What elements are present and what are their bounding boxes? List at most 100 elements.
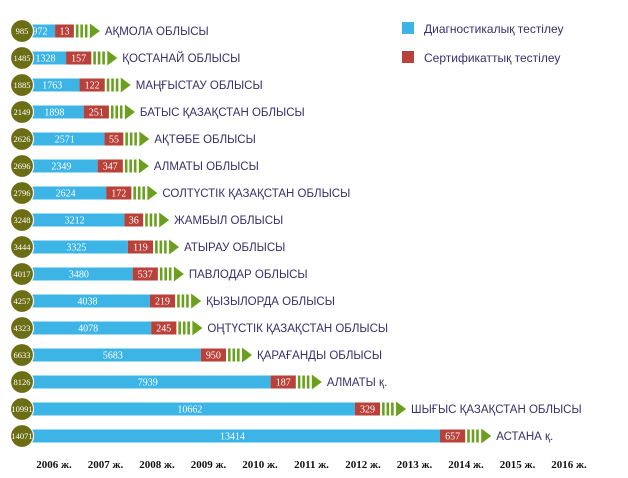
label-certification: 657 [445, 432, 460, 443]
total-badge [9, 315, 35, 341]
label-diagnostic: 972 [33, 27, 48, 38]
bar-diagnostic [25, 213, 125, 227]
bar-diagnostic [25, 51, 67, 65]
total-label: 985 [16, 26, 29, 36]
total-label: 2626 [14, 134, 31, 144]
total-label: 2149 [14, 107, 31, 117]
label-diagnostic: 2349 [51, 162, 71, 173]
total-badge [9, 207, 35, 233]
bar-row: 2571 55 АҚТӨБЕ ОБЛЫСЫ 2626 [9, 126, 256, 152]
bar-certification [83, 105, 109, 119]
label-diagnostic: 4078 [78, 324, 98, 335]
bar-row: 1898 251 БАТЫС ҚАЗАҚСТАН ОБЛЫСЫ 2149 [9, 99, 305, 125]
total-badge [9, 18, 35, 44]
bar-certification [79, 78, 105, 92]
bar-diagnostic [25, 267, 133, 281]
arrow-icon [125, 131, 150, 147]
x-tick-label: 2009 ж. [191, 459, 227, 471]
total-badge [9, 153, 35, 179]
bar-row: 1328 157 ҚОСТАНАЙ ОБЛЫСЫ 1485 [9, 45, 240, 71]
x-tick-label: 2007 ж. [88, 459, 124, 471]
region-label: АТЫРАУ ОБЛЫСЫ [184, 242, 285, 254]
arrow-icon [75, 23, 100, 39]
label-diagnostic: 3212 [65, 216, 85, 227]
bar-row: 10662 329 ШЫҒЫС ҚАЗАҚСТАН ОБЛЫСЫ 10991 [9, 396, 582, 422]
bar-certification [106, 186, 132, 200]
total-label: 14071 [11, 431, 32, 441]
label-diagnostic: 13414 [220, 432, 245, 443]
label-certification: 55 [109, 135, 119, 146]
bar-diagnostic [25, 78, 80, 92]
bar-diagnostic [25, 429, 440, 443]
total-badge [9, 72, 35, 98]
bar-row: 13414 657 АСТАНА қ. 14071 [9, 423, 553, 449]
label-certification: 119 [133, 243, 148, 254]
label-certification: 537 [138, 270, 153, 281]
region-label: ШЫҒЫС ҚАЗАҚСТАН ОБЛЫСЫ [411, 404, 582, 416]
arrow-icon [106, 77, 131, 93]
bar-diagnostic [25, 402, 355, 416]
label-diagnostic: 5683 [103, 351, 123, 362]
label-certification: 172 [111, 189, 126, 200]
bar-diagnostic [25, 348, 201, 362]
bar-row: 3212 36 ЖАМБЫЛ ОБЛЫСЫ 3248 [9, 207, 283, 233]
label-certification: 122 [85, 81, 100, 92]
legend-label-certification: Сертификаттық тестілеу [424, 51, 560, 65]
label-diagnostic: 4038 [77, 297, 97, 308]
arrow-icon [133, 185, 158, 201]
arrow-icon [159, 266, 184, 282]
total-badge [9, 99, 35, 125]
x-axis-ticks: 2006 ж. 2007 ж. 2008 ж. 2009 ж. 2010 ж. 2011 … [36, 459, 587, 471]
label-certification: 157 [71, 54, 86, 65]
bar-row: 3325 119 АТЫРАУ ОБЛЫСЫ 3444 [9, 234, 285, 260]
total-label: 3444 [14, 242, 32, 252]
total-label: 2796 [14, 188, 31, 198]
bar-row: 4078 245 ОҢТҮСТІК ҚАЗАҚСТАН ОБЛЫСЫ 4323 [9, 315, 388, 341]
x-tick-label: 2008 ж. [139, 459, 175, 471]
bar-certification [127, 240, 154, 254]
region-label: СОЛТҮСТІК ҚАЗАҚСТАН ОБЛЫСЫ [162, 188, 350, 200]
bar-diagnostic [25, 159, 98, 173]
label-diagnostic: 1328 [36, 54, 56, 65]
region-label: МАҢҒЫСТАУ ОБЛЫСЫ [136, 80, 263, 92]
total-label: 4323 [14, 323, 31, 333]
arrow-icon [155, 239, 180, 255]
label-diagnostic: 2624 [56, 189, 76, 200]
total-badge [9, 126, 35, 152]
region-label: ҚОСТАНАЙ ОБЛЫСЫ [122, 52, 240, 65]
region-label: ҚАРАҒАНДЫ ОБЛЫСЫ [257, 350, 382, 362]
total-label: 3248 [14, 215, 31, 225]
label-diagnostic: 2571 [55, 135, 75, 146]
x-tick-label: 2010 ж. [242, 459, 278, 471]
x-tick-label: 2013 ж. [397, 459, 433, 471]
bar-diagnostic [25, 132, 105, 146]
total-badge [9, 180, 35, 206]
region-label: ЖАМБЫЛ ОБЛЫСЫ [174, 215, 283, 227]
bar-certification [97, 159, 123, 173]
total-label: 4017 [14, 269, 31, 279]
arrow-icon [467, 428, 492, 444]
total-label: 2696 [14, 161, 31, 171]
total-badge [9, 369, 35, 395]
region-label: ПАВЛОДАР ОБЛЫСЫ [189, 269, 308, 281]
total-badge [9, 423, 35, 449]
bar-certification [124, 213, 144, 227]
total-badge [9, 45, 35, 71]
legend-label-diagnostic: Диагностикалық тестілеу [424, 22, 564, 36]
total-badge [9, 234, 35, 260]
region-label: ҚЫЗЫЛОРДА ОБЛЫСЫ [206, 296, 335, 308]
total-label: 1485 [14, 53, 31, 63]
label-certification: 13 [59, 27, 69, 38]
label-diagnostic: 3480 [69, 270, 89, 281]
label-certification: 347 [103, 162, 118, 173]
bar-rows: 972 13 АҚМОЛА ОБЛЫСЫ 985 1328 157 ҚОСТАНАЙ ОБЛ… [9, 18, 582, 449]
total-label: 8126 [14, 377, 31, 387]
region-label: АЛМАТЫ ОБЛЫСЫ [154, 161, 259, 173]
label-diagnostic: 10662 [177, 405, 202, 416]
region-label: БАТЫС ҚАЗАҚСТАН ОБЛЫСЫ [140, 107, 305, 119]
arrow-icon [93, 50, 118, 66]
label-diagnostic: 3325 [66, 243, 86, 254]
bar-diagnostic [25, 375, 271, 389]
bar-row: 3480 537 ПАВЛОДАР ОБЛЫСЫ 4017 [9, 261, 308, 287]
x-tick-label: 2014 ж. [448, 459, 484, 471]
